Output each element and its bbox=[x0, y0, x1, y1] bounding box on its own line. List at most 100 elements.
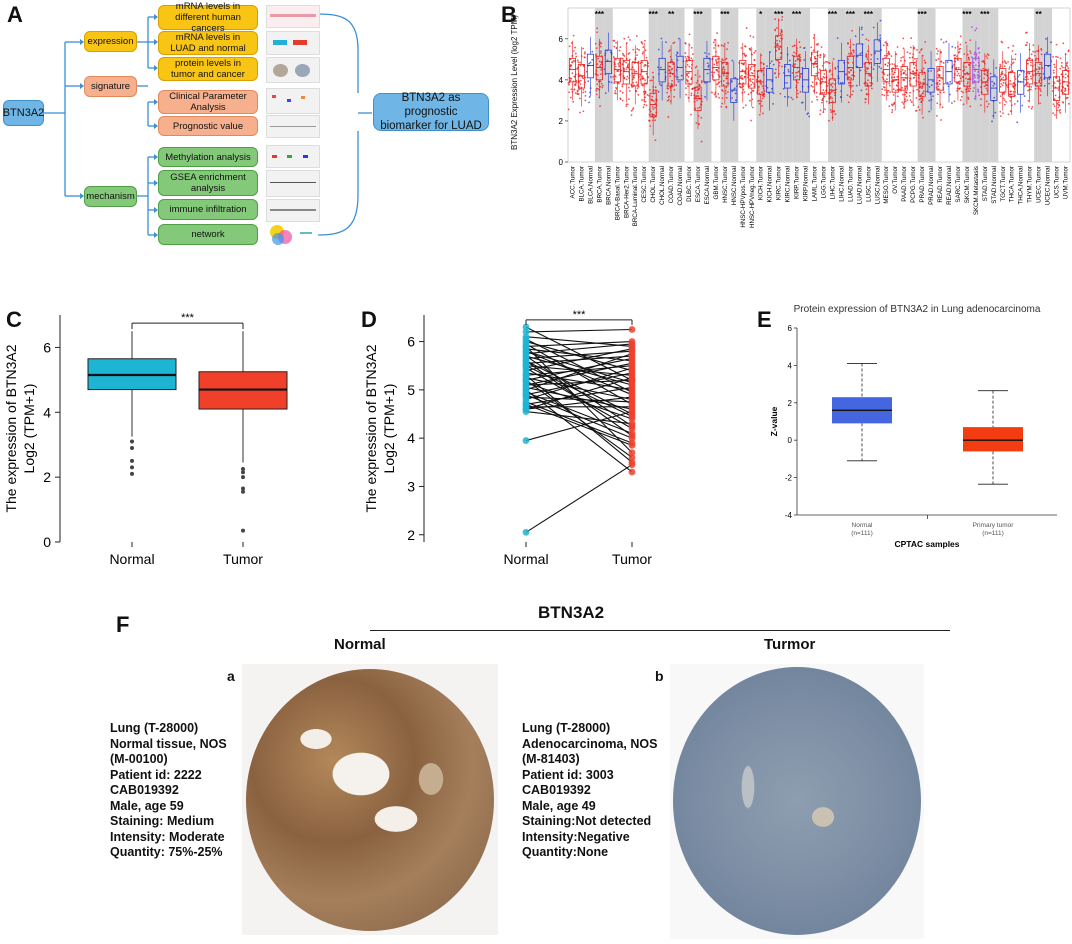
panel-b-point bbox=[999, 115, 1002, 118]
panel-b-point bbox=[675, 84, 678, 86]
panel-b-xtick-label: PAAD.Tumor bbox=[901, 166, 908, 202]
panel-b-point bbox=[669, 75, 672, 78]
panel-b-point bbox=[688, 43, 691, 46]
panel-c-outlier bbox=[241, 475, 245, 480]
panel-b-xtick-label: LAML.Tumor bbox=[812, 166, 819, 202]
panel-b-point bbox=[926, 90, 928, 93]
panel-c-outlier bbox=[130, 439, 134, 444]
panel-b-point bbox=[999, 110, 1002, 113]
panel-b-point bbox=[725, 82, 728, 85]
panel-b-point bbox=[600, 82, 603, 85]
panel-b-point bbox=[697, 95, 700, 98]
panel-b-point bbox=[625, 103, 628, 106]
panel-b-point bbox=[976, 76, 979, 79]
panel-b-point bbox=[642, 84, 645, 87]
panel-b-point bbox=[635, 35, 638, 37]
panel-b-point bbox=[930, 84, 933, 87]
panel-b-point bbox=[749, 99, 751, 102]
panel-d-pair-line bbox=[525, 394, 633, 439]
panel-b-point bbox=[883, 73, 886, 76]
panel-b-point bbox=[896, 46, 899, 48]
panel-d-pair-line bbox=[525, 411, 633, 425]
panel-b-point bbox=[983, 70, 986, 73]
panel-b-xtick-label: BRCA.Normal bbox=[605, 166, 612, 205]
panel-c-outlier bbox=[130, 471, 134, 476]
flow-item-network: network bbox=[158, 224, 258, 245]
panel-b-point bbox=[945, 40, 948, 43]
panel-b-point bbox=[935, 47, 938, 50]
panel-b-point bbox=[815, 82, 818, 85]
panel-b-point bbox=[578, 97, 581, 100]
panel-b-point bbox=[791, 45, 794, 48]
panel-b-point bbox=[633, 74, 636, 77]
panel-b-point bbox=[882, 44, 885, 47]
panel-b-point bbox=[1002, 97, 1005, 100]
panel-b-point bbox=[1048, 82, 1050, 85]
panel-b-xtick-label: KIRP.Normal bbox=[803, 166, 810, 201]
panel-b-point bbox=[1034, 87, 1037, 90]
panel-b-point bbox=[1054, 94, 1057, 97]
panel-b-point bbox=[1056, 56, 1059, 59]
panel-b-point bbox=[1008, 68, 1011, 70]
panel-b-xtick-label: BLCA.Normal bbox=[587, 166, 594, 204]
panel-b-point bbox=[796, 58, 799, 61]
panel-b-point bbox=[577, 61, 580, 64]
panel-b-xtick-label: READ.Normal bbox=[946, 166, 953, 205]
panel-b-xtick-label: KIRC.Normal bbox=[785, 166, 792, 202]
panel-b-point bbox=[861, 26, 863, 29]
panel-b-xtick-label: UCEC.Normal bbox=[1045, 166, 1052, 205]
panel-b-point bbox=[941, 106, 944, 109]
panel-b-point bbox=[718, 81, 720, 84]
panel-b-xtick-label: ESCA.Normal bbox=[704, 166, 711, 205]
panel-b-point bbox=[973, 87, 975, 89]
flow-group-expression: expression bbox=[84, 31, 137, 52]
panel-b-point bbox=[848, 71, 851, 74]
panel-b-point bbox=[625, 105, 628, 108]
panel-b-point bbox=[908, 95, 911, 97]
panel-b-point bbox=[762, 63, 765, 66]
panel-b-point bbox=[839, 82, 842, 84]
panel-b-point bbox=[591, 58, 594, 61]
panel-b-point bbox=[725, 86, 728, 89]
panel-b-point bbox=[725, 63, 728, 66]
tumor-info-block: Lung (T-28000) Adenocarcinoma, NOS (M-814… bbox=[522, 721, 658, 859]
panel-b-point bbox=[946, 61, 949, 64]
panel-d-pair-line bbox=[525, 326, 633, 381]
panel-b-point bbox=[796, 71, 799, 74]
panel-d-ytick-label: 2 bbox=[407, 527, 415, 543]
panel-e-cptac: Protein expression of BTN3A2 in Lung ade… bbox=[757, 300, 1072, 565]
panel-b-point bbox=[852, 51, 855, 54]
panel-b-point bbox=[606, 59, 609, 62]
panel-b-point bbox=[795, 71, 797, 74]
panel-b-point bbox=[914, 71, 916, 74]
panel-b-point bbox=[1039, 90, 1042, 93]
panel-b-point bbox=[757, 86, 760, 89]
panel-b-point bbox=[808, 115, 811, 118]
panel-b-point bbox=[716, 83, 718, 86]
panel-b-point bbox=[816, 77, 819, 79]
panel-b-point bbox=[1009, 96, 1012, 99]
panel-b-point bbox=[712, 41, 715, 44]
panel-b-sig-label: *** bbox=[917, 10, 927, 19]
panel-b-point bbox=[724, 92, 727, 95]
panel-b-point bbox=[999, 85, 1002, 88]
panel-b-point bbox=[815, 60, 818, 63]
panel-d-pair-line bbox=[525, 411, 633, 442]
panel-b-point bbox=[867, 39, 870, 42]
panel-b-point bbox=[738, 85, 741, 88]
panel-b-point bbox=[731, 97, 734, 99]
panel-b-point bbox=[972, 90, 975, 93]
panel-b-point bbox=[1000, 82, 1003, 85]
panel-b-point bbox=[657, 66, 659, 69]
panel-b-xtick-label: HNSC-HPVpos.Tumor bbox=[740, 166, 747, 228]
panel-b-point bbox=[721, 58, 723, 61]
panel-b-point bbox=[924, 61, 927, 64]
panel-b-ytick-label: 0 bbox=[559, 158, 564, 167]
panel-b-point bbox=[982, 67, 985, 70]
panel-b-point bbox=[796, 57, 799, 60]
panel-b-point bbox=[582, 88, 585, 91]
panel-d-ylabel-1: The expression of BTN3A2 bbox=[363, 344, 379, 512]
ihc-tumor-frame bbox=[670, 664, 924, 939]
panel-b-point bbox=[572, 60, 575, 62]
panel-b-point bbox=[1039, 82, 1042, 85]
